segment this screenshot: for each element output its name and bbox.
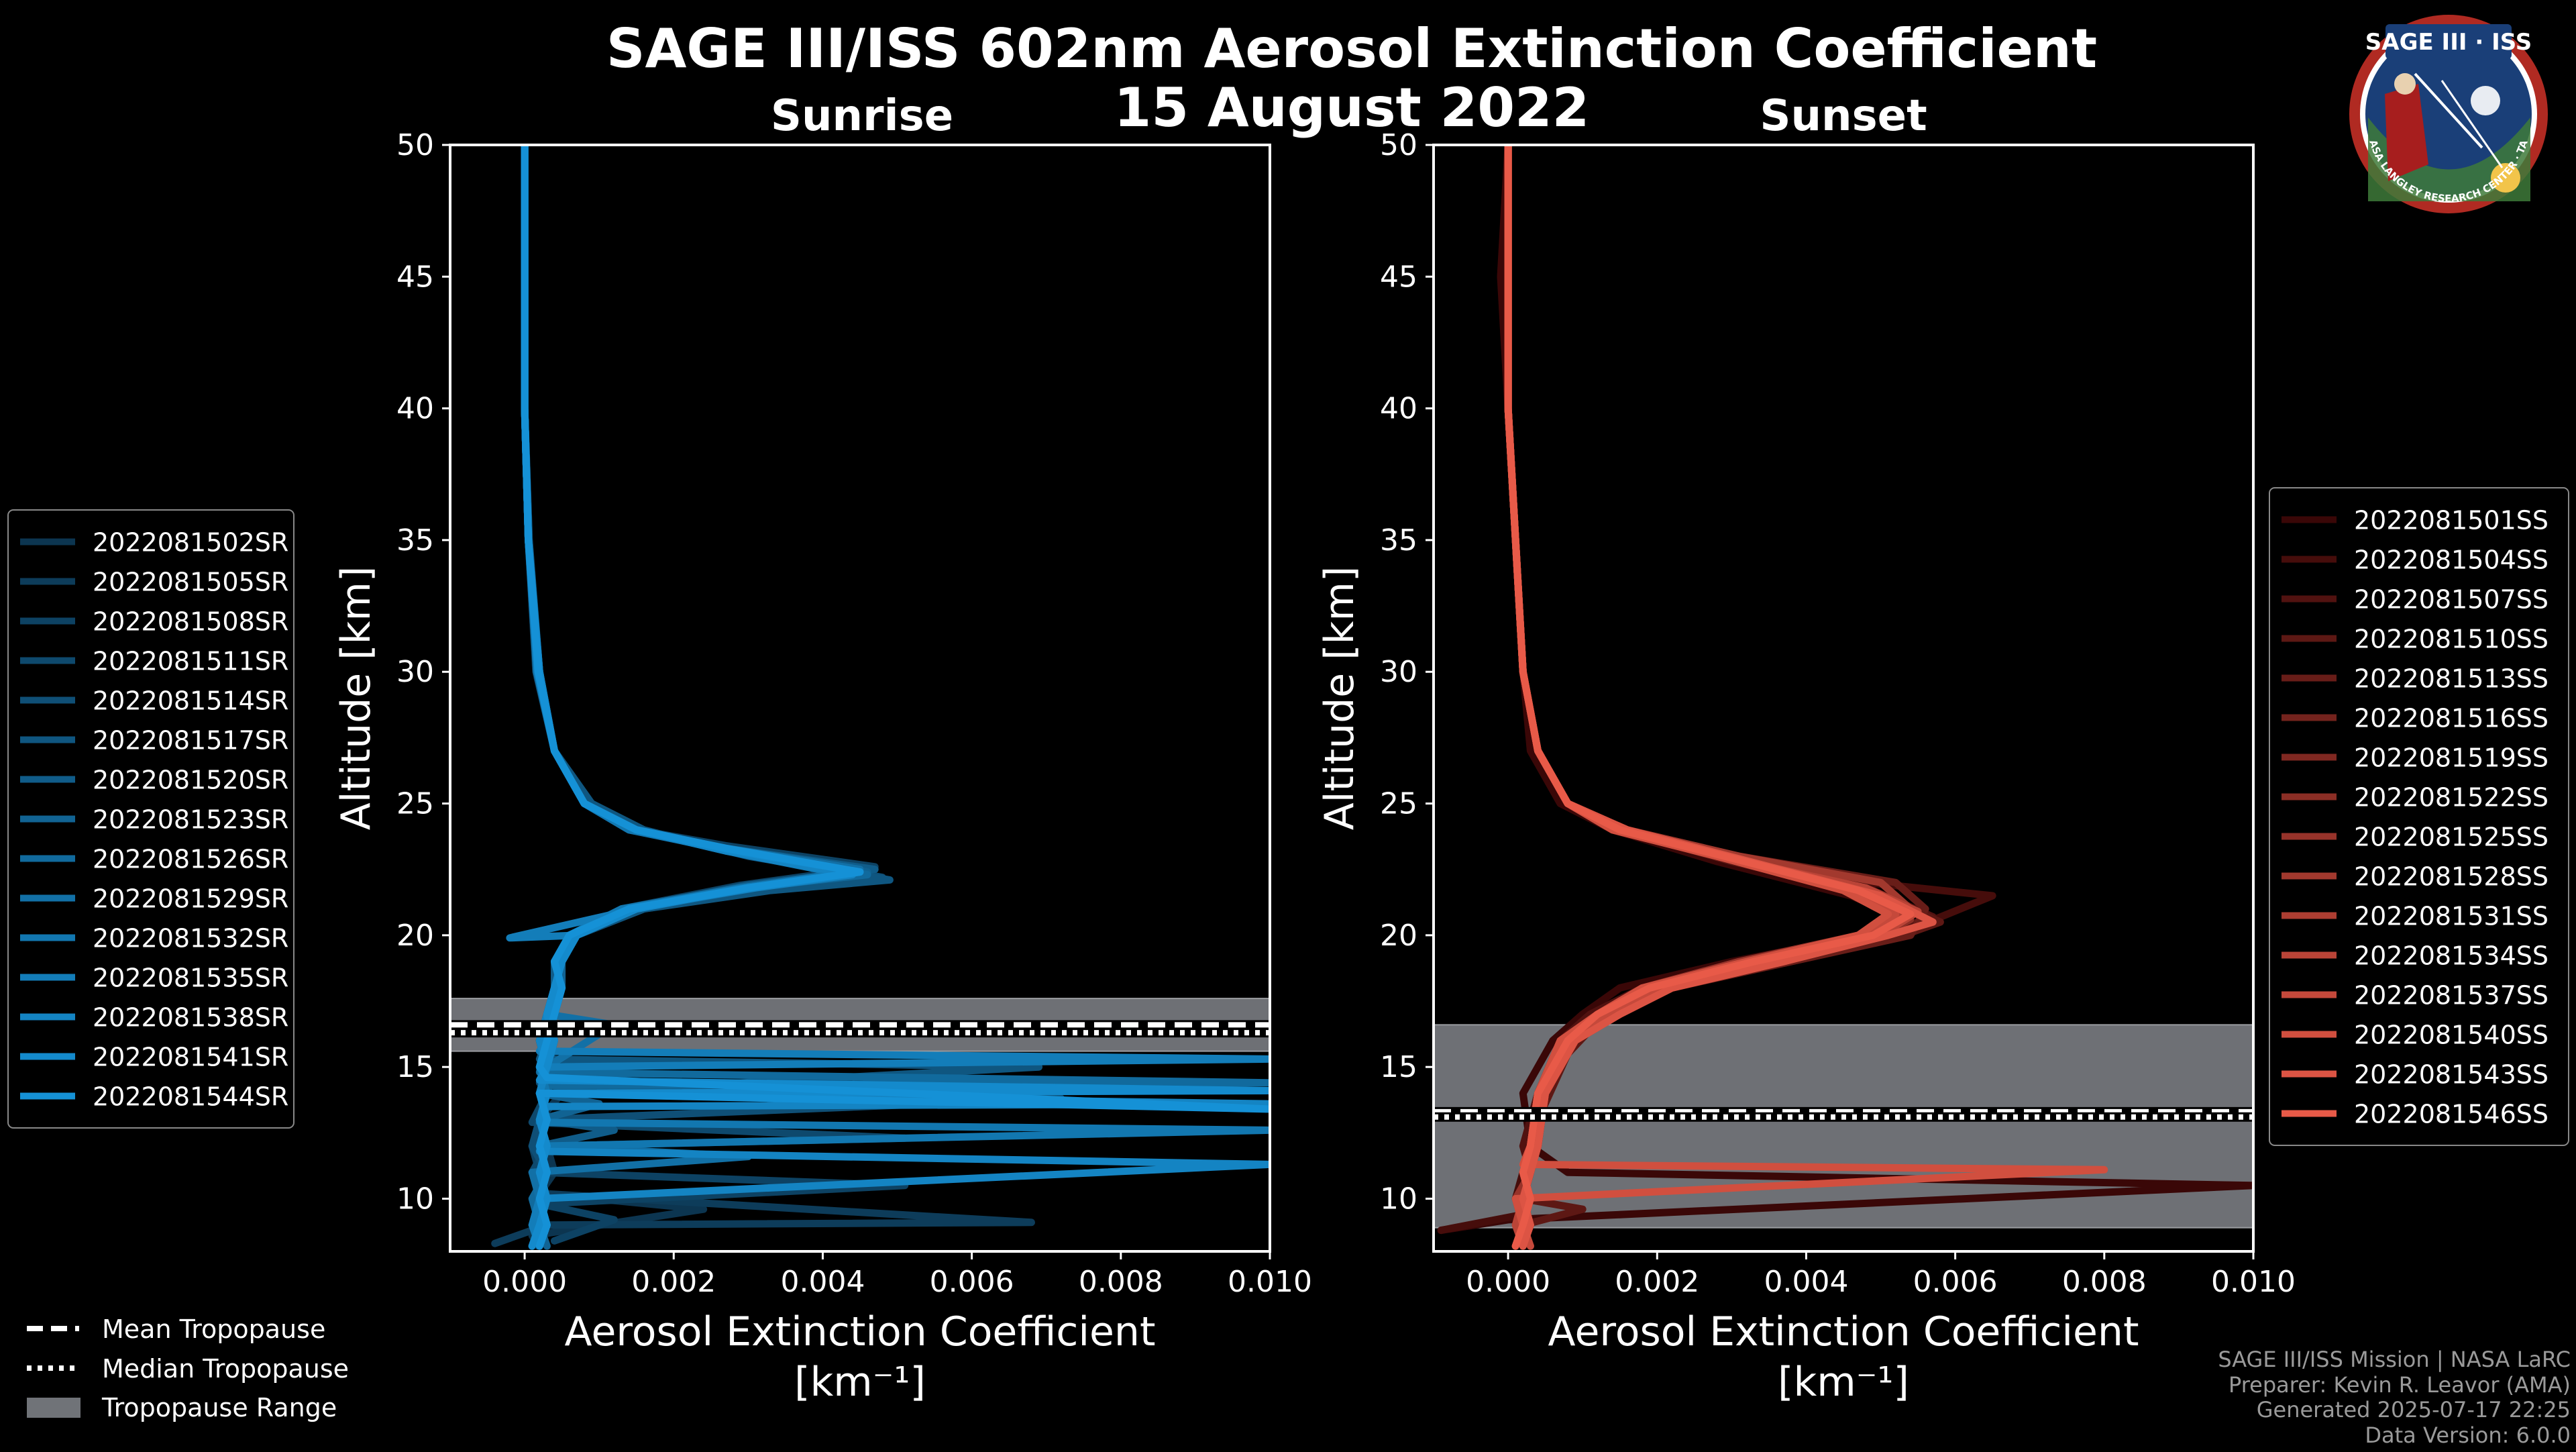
sunrise-legend-label: 2022081544SR bbox=[93, 1082, 288, 1112]
sunrise-legend: 2022081502SR 2022081505SR 2022081508SR 2022… bbox=[7, 509, 294, 1129]
sunrise-ytick-label: 25 bbox=[396, 787, 434, 821]
sunset-legend-label: 2022081513SS bbox=[2354, 664, 2548, 694]
sunrise-legend-label: 2022081508SR bbox=[93, 607, 288, 637]
sunrise-xtick-label: 0.000 bbox=[482, 1265, 567, 1299]
sunrise-plot-area bbox=[450, 145, 1270, 1251]
sunset-xlabel: Aerosol Extinction Coefficient bbox=[1548, 1308, 2139, 1355]
sunset-xtick-label: 0.004 bbox=[1764, 1265, 1848, 1299]
sunset-legend-label: 2022081516SS bbox=[2354, 704, 2548, 733]
sunset-xtick-label: 0.010 bbox=[2211, 1265, 2296, 1299]
sunset-legend-label: 2022081540SS bbox=[2354, 1021, 2548, 1050]
sunset-ytick-label: 30 bbox=[1380, 655, 1417, 689]
sunrise-series-2022081544SR bbox=[521, 145, 1270, 1250]
sunset-xtick-label: 0.006 bbox=[1913, 1265, 1998, 1299]
sunrise-xunit: [km⁻¹] bbox=[794, 1359, 926, 1406]
sunset-ytick-label: 50 bbox=[1380, 128, 1417, 162]
tropopause-legend: Mean Tropopause Median Tropopause Tropop… bbox=[27, 1314, 349, 1422]
sunset-subtitle: Sunset bbox=[1760, 91, 1927, 141]
sunrise-legend-label: 2022081523SR bbox=[93, 805, 288, 835]
sunrise-ytick-label: 15 bbox=[396, 1050, 434, 1084]
sunset-xtick-label: 0.000 bbox=[1466, 1265, 1550, 1299]
footer-version: Data Version: 6.0.0 bbox=[2365, 1422, 2571, 1448]
sunset-legend-label: 2022081504SS bbox=[2354, 546, 2548, 575]
panels: Sunrise 0.000 0.002 0.004 0.006 0.008 0.010 10 1… bbox=[7, 91, 2569, 1406]
sunrise-xtick-label: 0.008 bbox=[1079, 1265, 1163, 1299]
sunrise-ytick-label: 20 bbox=[396, 919, 434, 953]
sunrise-legend-label: 2022081532SR bbox=[93, 924, 288, 953]
sunset-legend-label: 2022081510SS bbox=[2354, 625, 2548, 654]
sunset-legend-label: 2022081534SS bbox=[2354, 941, 2548, 971]
sunset-legend-label: 2022081543SS bbox=[2354, 1060, 2548, 1090]
sunset-legend-label: 2022081522SS bbox=[2354, 783, 2548, 813]
sunset-series-2022081546SS bbox=[1504, 145, 1915, 1250]
sunset-ytick-label: 40 bbox=[1380, 392, 1417, 426]
sunset-ytick-label: 35 bbox=[1380, 523, 1417, 558]
sunset-legend-label: 2022081531SS bbox=[2354, 902, 2548, 931]
sunrise-xtick-label: 0.004 bbox=[780, 1265, 865, 1299]
sunset-axes-frame bbox=[1432, 144, 2255, 1253]
sunrise-legend-label: 2022081535SR bbox=[93, 964, 288, 993]
sunrise-legend-label: 2022081541SR bbox=[93, 1043, 288, 1072]
sunset-ytick-label: 20 bbox=[1380, 919, 1417, 953]
sunrise-legend-label: 2022081517SR bbox=[93, 726, 288, 756]
sunrise-ytick-label: 40 bbox=[396, 392, 434, 426]
sunrise-ytick-label: 30 bbox=[396, 655, 434, 689]
sunrise-subtitle: Sunrise bbox=[771, 91, 953, 141]
footer-mission: SAGE III/ISS Mission | NASA LaRC bbox=[2218, 1347, 2571, 1372]
panel-sunset: Sunset 0.000 0.002 0.004 0.006 0.008 0.010 10 15… bbox=[1316, 91, 2569, 1406]
sunrise-legend-label: 2022081526SR bbox=[93, 845, 288, 874]
footer-credits: SAGE III/ISS Mission | NASA LaRC Prepare… bbox=[2218, 1347, 2571, 1448]
sunrise-axes-frame bbox=[449, 144, 1271, 1253]
sunset-plot-area bbox=[1434, 145, 2253, 1251]
sunrise-legend-label: 2022081520SR bbox=[93, 766, 288, 795]
sunrise-legend-label: 2022081511SR bbox=[93, 647, 288, 676]
sunrise-legend-frame bbox=[7, 509, 294, 1129]
sunset-ytick-label: 25 bbox=[1380, 787, 1417, 821]
sunset-ytick-label: 10 bbox=[1380, 1182, 1417, 1216]
sunset-ytick-label: 15 bbox=[1380, 1050, 1417, 1084]
sunrise-xtick-label: 0.002 bbox=[631, 1265, 716, 1299]
sunrise-legend-label: 2022081505SR bbox=[93, 568, 288, 597]
sunrise-ytick-label: 50 bbox=[396, 128, 434, 162]
sunrise-ylabel: Altitude [km] bbox=[333, 566, 380, 831]
legend-range-label: Tropopause Range bbox=[101, 1393, 337, 1422]
sunrise-legend-label: 2022081529SR bbox=[93, 884, 288, 914]
sunset-legend: 2022081501SS 2022081504SS 2022081507SS 2022… bbox=[2269, 487, 2569, 1146]
sunset-legend-label: 2022081501SS bbox=[2354, 506, 2548, 535]
sunset-legend-label: 2022081507SS bbox=[2354, 585, 2548, 615]
sunrise-ytick-label: 10 bbox=[396, 1182, 434, 1216]
sunset-legend-label: 2022081528SS bbox=[2354, 862, 2548, 892]
legend-median-label: Median Tropopause bbox=[102, 1354, 349, 1384]
sunrise-ytick-label: 35 bbox=[396, 523, 434, 558]
sunrise-legend-label: 2022081514SR bbox=[93, 686, 288, 716]
figure-title-line2: 15 August 2022 bbox=[1114, 76, 1590, 139]
footer-preparer: Preparer: Kevin R. Leavor (AMA) bbox=[2229, 1372, 2571, 1398]
sunrise-ytick-label: 45 bbox=[396, 260, 434, 294]
sunrise-xtick-label: 0.006 bbox=[930, 1265, 1014, 1299]
sunset-ytick-label: 45 bbox=[1380, 260, 1417, 294]
sunset-legend-frame bbox=[2269, 487, 2569, 1146]
sunset-xtick-label: 0.002 bbox=[1615, 1265, 1699, 1299]
logo-title: SAGE III · ISS bbox=[2365, 29, 2532, 56]
sunset-ylabel: Altitude [km] bbox=[1316, 566, 1363, 831]
sunset-xunit: [km⁻¹] bbox=[1778, 1359, 1909, 1406]
sunrise-xtick-label: 0.010 bbox=[1228, 1265, 1312, 1299]
figure-title-line1: SAGE III/ISS 602nm Aerosol Extinction Co… bbox=[606, 17, 2097, 80]
sunrise-legend-label: 2022081502SR bbox=[93, 528, 288, 558]
sunrise-xlabel: Aerosol Extinction Coefficient bbox=[565, 1308, 1156, 1355]
legend-range-swatch bbox=[27, 1398, 80, 1418]
sunset-legend-label: 2022081537SS bbox=[2354, 981, 2548, 1010]
legend-mean-label: Mean Tropopause bbox=[102, 1314, 325, 1344]
sunset-xtick-label: 0.008 bbox=[2062, 1265, 2147, 1299]
panel-sunrise: Sunrise 0.000 0.002 0.004 0.006 0.008 0.010 10 1… bbox=[7, 91, 1312, 1406]
sunset-legend-label: 2022081525SS bbox=[2354, 823, 2548, 852]
footer-generated: Generated 2025-07-17 22:25 bbox=[2257, 1397, 2571, 1422]
sunrise-legend-label: 2022081538SR bbox=[93, 1003, 288, 1033]
sunset-legend-label: 2022081546SS bbox=[2354, 1100, 2548, 1129]
sunset-legend-label: 2022081519SS bbox=[2354, 743, 2548, 773]
